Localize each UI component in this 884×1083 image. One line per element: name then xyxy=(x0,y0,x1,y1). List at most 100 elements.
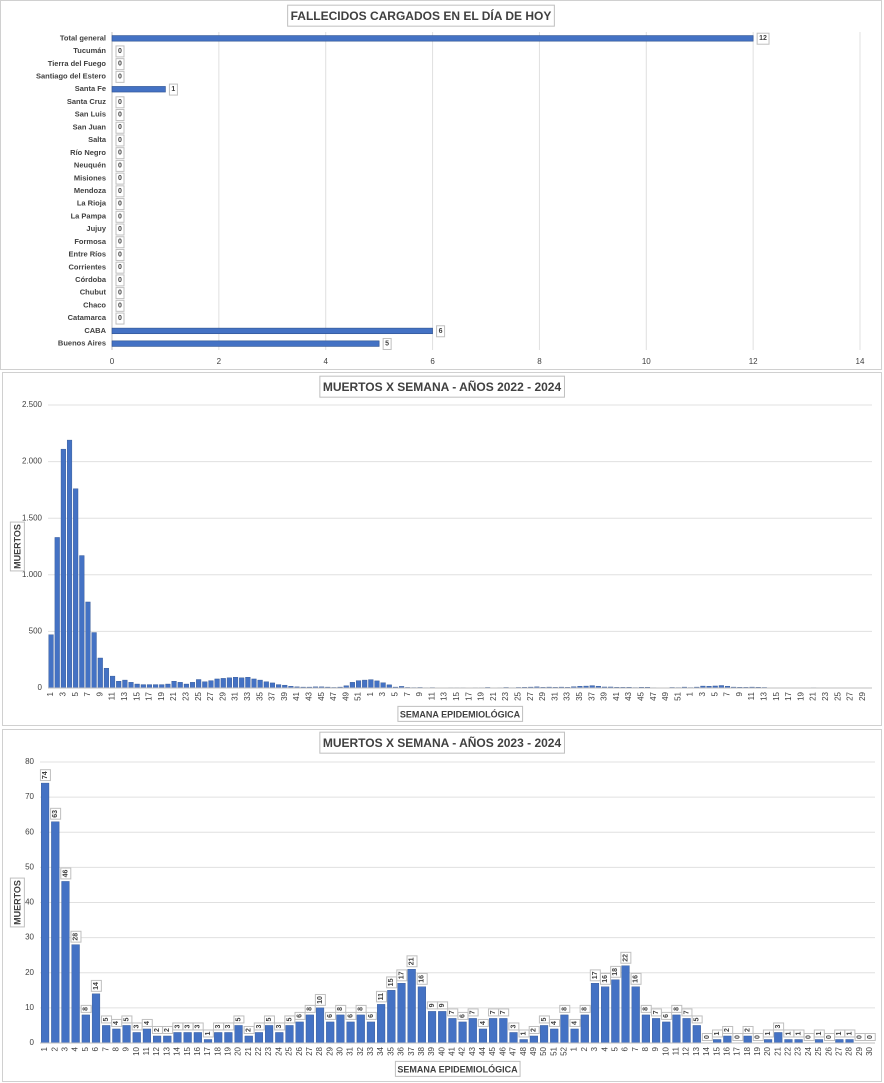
y-tick-label: 0 xyxy=(30,1038,35,1047)
data-label: 5 xyxy=(103,1017,110,1021)
data-label: 74 xyxy=(42,771,49,779)
data-label: 0 xyxy=(118,201,122,208)
x-tick-label: 10 xyxy=(132,1046,141,1055)
label-box xyxy=(223,1022,235,1031)
x-tick-label: 15 xyxy=(183,1046,192,1055)
data-label: 8 xyxy=(337,1007,344,1011)
label-box xyxy=(294,1011,306,1020)
x-tick-label: 19 xyxy=(477,691,486,700)
bar xyxy=(692,1025,701,1044)
bar xyxy=(458,1021,467,1044)
label-box xyxy=(233,1015,245,1024)
x-tick-label: 10 xyxy=(642,357,651,366)
category-label: San Luis xyxy=(75,110,106,119)
bar xyxy=(66,439,73,689)
bar xyxy=(173,1032,182,1044)
bar xyxy=(774,1032,783,1044)
bar xyxy=(48,634,54,689)
label-box xyxy=(115,121,125,134)
x-tick-label: 16 xyxy=(193,1046,202,1055)
label-box xyxy=(382,337,392,350)
data-label: 0 xyxy=(118,150,122,157)
data-label: 6 xyxy=(297,1014,304,1018)
label-box xyxy=(599,972,611,985)
label-box xyxy=(681,1008,693,1017)
y-tick-label: 70 xyxy=(25,792,34,801)
data-label: 0 xyxy=(118,302,122,309)
x-tick-label: 19 xyxy=(796,691,805,700)
x-tick-label: 33 xyxy=(366,1046,375,1055)
bar xyxy=(214,678,220,689)
x-tick-label: 5 xyxy=(610,1046,619,1051)
x-tick-label: 25 xyxy=(285,1046,294,1055)
data-label: 2 xyxy=(724,1028,731,1032)
data-label: 9 xyxy=(439,1003,446,1007)
label-box xyxy=(365,1011,377,1020)
bar xyxy=(153,684,159,689)
category-label: Jujuy xyxy=(86,224,106,233)
y-tick-label: 40 xyxy=(25,898,34,907)
y-tick-label: 30 xyxy=(25,933,34,942)
label-box xyxy=(864,1033,876,1041)
bar xyxy=(128,682,134,689)
chart-title: FALLECIDOS CARGADOS EN EL DÍA DE HOY xyxy=(291,8,552,23)
bar xyxy=(275,1032,284,1044)
label-box xyxy=(610,965,622,978)
x-tick-label: 45 xyxy=(637,691,646,700)
label-box xyxy=(115,210,125,223)
label-box xyxy=(39,769,51,782)
bar xyxy=(73,488,79,689)
label-box xyxy=(192,1022,204,1031)
label-box xyxy=(397,705,524,722)
data-label: 3 xyxy=(276,1024,283,1028)
data-label: 3 xyxy=(775,1024,782,1028)
category-label: Misiones xyxy=(74,173,106,182)
data-label: 7 xyxy=(449,1010,456,1014)
label-box xyxy=(115,109,125,122)
x-tick-label: 15 xyxy=(772,691,781,700)
x-tick-label: 33 xyxy=(243,691,252,700)
data-label: 6 xyxy=(459,1014,466,1018)
x-tick-label: 47 xyxy=(509,1046,518,1055)
x-tick-label: 14 xyxy=(702,1046,711,1055)
data-label: 3 xyxy=(215,1024,222,1028)
x-tick-label: 17 xyxy=(145,691,154,700)
x-tick-label: 23 xyxy=(264,1046,273,1055)
x-tick-label: 23 xyxy=(821,691,830,700)
bar xyxy=(146,684,152,689)
x-tick-label: 37 xyxy=(587,691,596,700)
x-tick-label: 49 xyxy=(341,691,350,700)
label-box xyxy=(416,972,428,985)
x-tick-label: 25 xyxy=(514,691,523,700)
label-box xyxy=(115,185,125,198)
bar xyxy=(171,681,177,689)
data-label: 1 xyxy=(836,1031,843,1035)
x-tick-label: 51 xyxy=(549,1046,558,1055)
bar xyxy=(550,1028,559,1044)
bar xyxy=(79,555,85,689)
data-label: 2 xyxy=(154,1028,161,1032)
label-box xyxy=(732,1033,744,1041)
data-label: 0 xyxy=(118,315,122,322)
x-tick-label: 25 xyxy=(814,1046,823,1055)
label-box xyxy=(394,1060,521,1077)
bar xyxy=(122,1025,131,1044)
data-label: 3 xyxy=(256,1024,263,1028)
data-label: 4 xyxy=(571,1021,578,1025)
x-tick-label: 14 xyxy=(173,1046,182,1055)
x-tick-label: 27 xyxy=(834,1046,843,1055)
bar xyxy=(85,601,91,689)
x-tick-label: 4 xyxy=(600,1046,609,1051)
label-box xyxy=(304,1004,316,1013)
x-tick-label: 37 xyxy=(407,1046,416,1055)
x-tick-label: 49 xyxy=(661,691,670,700)
data-label: 1 xyxy=(205,1031,212,1035)
category-label: Entre Ríos xyxy=(68,250,106,259)
bar xyxy=(41,782,50,1044)
x-tick-label: 5 xyxy=(71,691,80,696)
label-box xyxy=(569,1018,581,1027)
data-label: 3 xyxy=(195,1024,202,1028)
label-box xyxy=(498,1008,510,1017)
bar xyxy=(202,681,208,689)
bar xyxy=(672,1014,681,1044)
